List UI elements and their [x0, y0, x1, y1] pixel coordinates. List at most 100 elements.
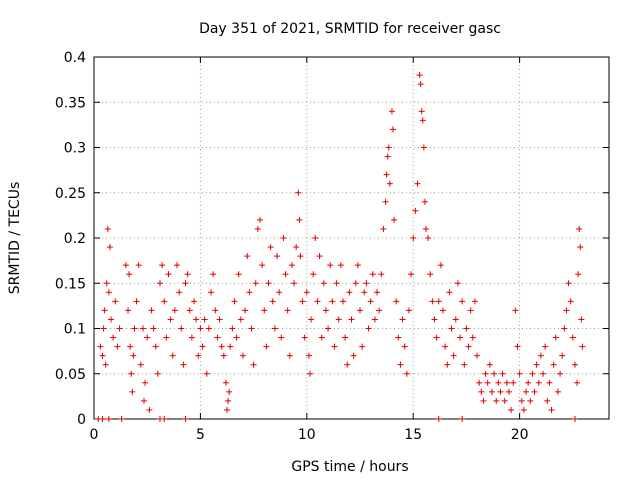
data-point [235, 271, 242, 278]
data-point [108, 316, 115, 323]
data-point [380, 225, 387, 232]
data-point [503, 379, 510, 386]
data-point [99, 352, 106, 359]
data-point [142, 379, 149, 386]
data-point [393, 298, 400, 305]
data-point [435, 298, 442, 305]
data-point [540, 370, 547, 377]
data-point [476, 379, 483, 386]
data-point [126, 271, 133, 278]
data-point [131, 325, 138, 332]
data-point [501, 397, 508, 404]
data-point [499, 370, 506, 377]
data-point [156, 280, 163, 287]
data-point [242, 307, 249, 314]
data-point [165, 271, 172, 278]
data-point [361, 289, 368, 296]
data-point [139, 325, 146, 332]
data-point [386, 180, 393, 187]
x-tick-label: 5 [196, 427, 205, 443]
data-point [448, 325, 455, 332]
data-point [122, 262, 129, 269]
data-point [208, 289, 215, 296]
data-point [414, 180, 421, 187]
data-point [412, 207, 419, 214]
data-point [203, 370, 210, 377]
data-point [567, 298, 574, 305]
data-point [546, 379, 553, 386]
data-point [427, 271, 434, 278]
data-point [554, 388, 561, 395]
data-point [220, 352, 227, 359]
data-point [212, 307, 219, 314]
data-point [467, 307, 474, 314]
data-point [488, 388, 495, 395]
data-point [442, 343, 449, 350]
data-point [574, 379, 581, 386]
data-point [169, 352, 176, 359]
data-point [282, 271, 289, 278]
data-point [163, 334, 170, 341]
data-point [182, 416, 189, 422]
data-point [133, 298, 140, 305]
y-tick-label: 0.35 [55, 95, 86, 111]
gridlines [94, 57, 609, 419]
data-point [274, 253, 281, 260]
data-point [239, 352, 246, 359]
data-point [389, 126, 396, 133]
data-point [150, 325, 157, 332]
data-point [469, 334, 476, 341]
data-point [544, 397, 551, 404]
chart-title: Day 351 of 2021, SRMTID for receiver gas… [199, 21, 501, 37]
data-point [101, 307, 108, 314]
data-point [565, 280, 572, 287]
data-point [497, 388, 504, 395]
data-point [148, 307, 155, 314]
data-point [388, 108, 395, 115]
data-point [354, 262, 361, 269]
data-point [535, 379, 542, 386]
data-point [405, 307, 412, 314]
data-point [557, 370, 564, 377]
data-point [214, 334, 221, 341]
data-point [429, 298, 436, 305]
data-point [459, 298, 466, 305]
data-point [523, 388, 530, 395]
data-point [173, 262, 180, 269]
data-point [97, 343, 104, 350]
data-point [444, 361, 451, 368]
data-point [310, 271, 317, 278]
data-point [363, 280, 370, 287]
data-point [352, 280, 359, 287]
data-point [184, 271, 191, 278]
data-point [261, 307, 268, 314]
data-point [167, 316, 174, 323]
data-point [491, 370, 498, 377]
data-point [399, 316, 406, 323]
data-point [531, 388, 538, 395]
data-point [335, 316, 342, 323]
data-point [307, 370, 314, 377]
data-point [284, 307, 291, 314]
data-point [376, 307, 383, 314]
data-point [144, 334, 151, 341]
data-point [205, 325, 212, 332]
data-point [244, 253, 251, 260]
data-point [180, 361, 187, 368]
data-point [484, 379, 491, 386]
data-point [276, 289, 283, 296]
data-point [563, 307, 570, 314]
data-point [384, 153, 391, 160]
data-point [186, 307, 193, 314]
data-point [508, 406, 515, 413]
data-point [146, 406, 153, 413]
data-point [450, 352, 457, 359]
data-point [296, 216, 303, 223]
data-point [199, 343, 206, 350]
data-point [301, 334, 308, 341]
plot-frame [93, 56, 610, 420]
data-point [297, 253, 304, 260]
data-point [571, 361, 578, 368]
data-point [482, 370, 489, 377]
x-tick-label: 10 [298, 427, 316, 443]
